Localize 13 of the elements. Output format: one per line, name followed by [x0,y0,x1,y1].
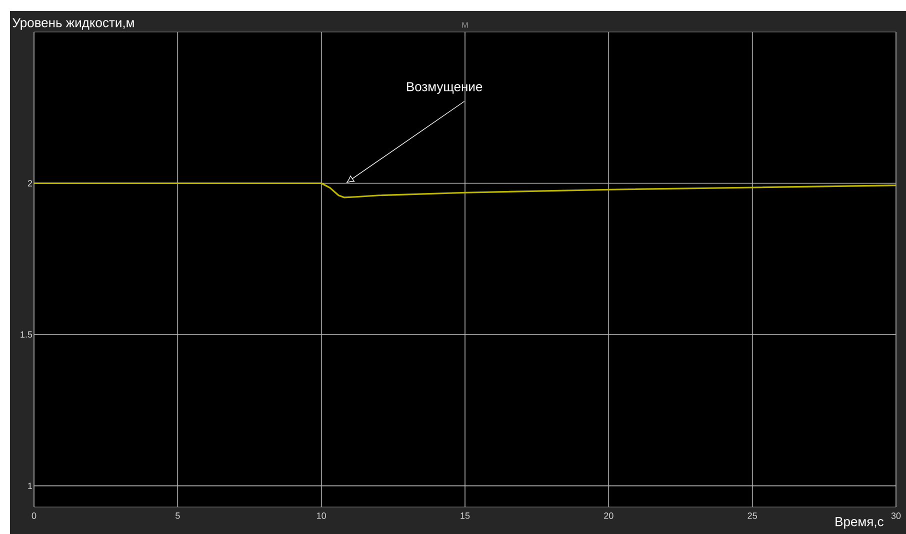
x-tick-label: 30 [891,512,901,519]
x-tick-label: 0 [32,512,36,519]
x-tick-label: 10 [317,512,326,519]
x-tick-label: 20 [604,512,614,519]
x-axis-title: Время,с [836,517,884,529]
y-axis-title: Уровень жидкости,м [12,18,134,30]
x-tick-label: 5 [176,512,180,519]
x-tick-label: 25 [748,512,757,519]
y-tick-label: 1 [28,482,32,489]
y-tick-label: 1.5 [20,331,32,338]
x-tick-label: 15 [460,512,470,519]
y-tick-label: 2 [28,180,32,186]
chart-title: M [462,22,468,28]
